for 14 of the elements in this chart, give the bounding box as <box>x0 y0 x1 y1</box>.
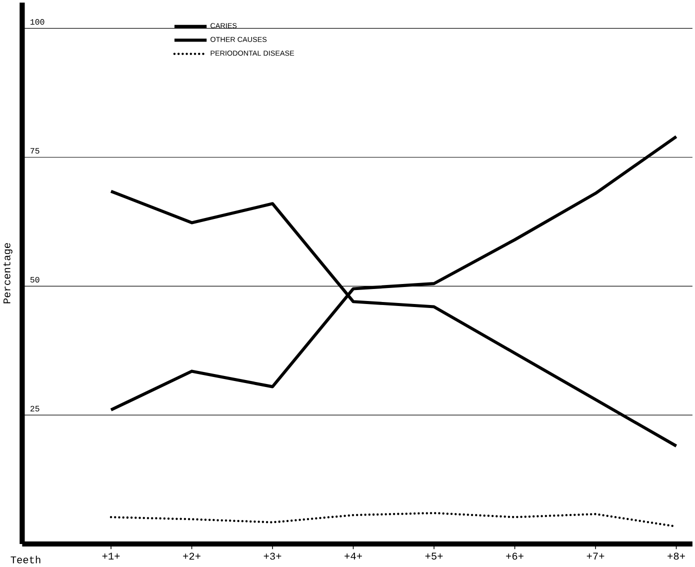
y-tick-label: 25 <box>30 406 40 412</box>
y-tick-label: 75 <box>30 148 40 154</box>
x-tick-label: +7+ <box>586 552 604 560</box>
x-tick-label: +5+ <box>425 552 443 560</box>
x-tick-label: +1+ <box>102 552 120 560</box>
x-tick-label: +8+ <box>668 552 685 560</box>
y-axis-title: Percentage <box>3 243 12 304</box>
x-tick-label: +2+ <box>183 552 200 560</box>
y-tick-label: 100 <box>30 19 44 25</box>
x-tick-label: +6+ <box>506 552 524 560</box>
x-axis-title: Teeth <box>10 556 40 564</box>
x-tick-label: +4+ <box>344 552 362 560</box>
y-tick-label: 50 <box>30 277 40 283</box>
x-tick-label: +3+ <box>264 552 282 560</box>
